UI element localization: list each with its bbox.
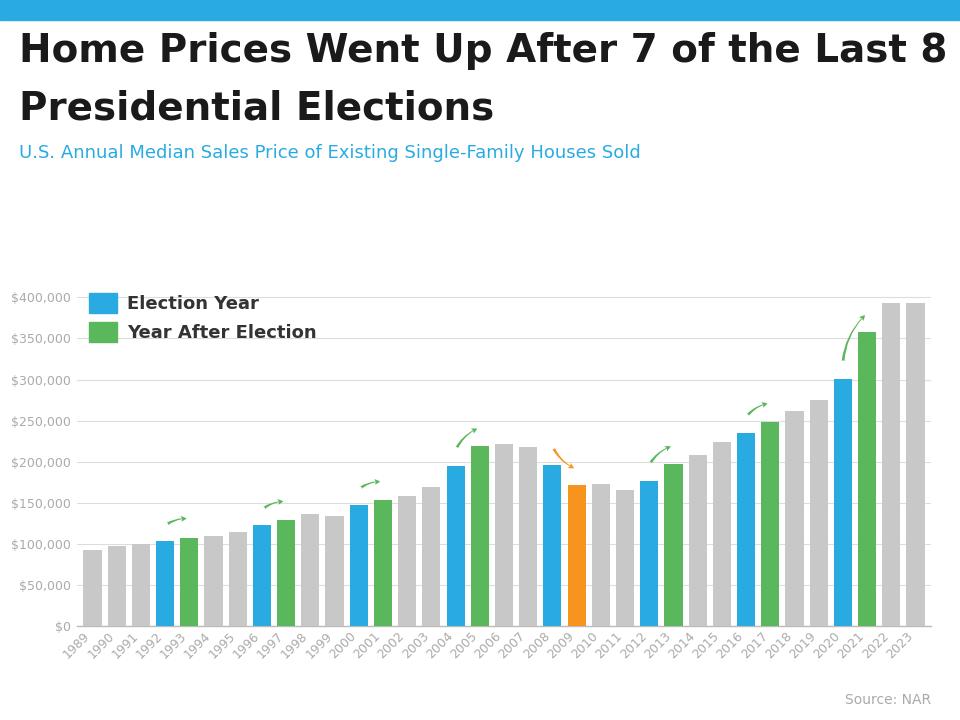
Bar bbox=[277, 520, 296, 626]
Bar bbox=[882, 303, 900, 626]
Bar bbox=[301, 514, 320, 626]
Bar bbox=[180, 538, 199, 626]
Bar bbox=[398, 496, 417, 626]
Bar bbox=[446, 466, 465, 626]
Bar bbox=[132, 544, 150, 626]
Text: Presidential Elections: Presidential Elections bbox=[19, 90, 494, 128]
Bar bbox=[688, 454, 707, 626]
Bar bbox=[834, 379, 852, 626]
Bar bbox=[519, 447, 538, 626]
Bar bbox=[228, 532, 247, 626]
Text: U.S. Annual Median Sales Price of Existing Single-Family Houses Sold: U.S. Annual Median Sales Price of Existi… bbox=[19, 144, 641, 162]
Bar bbox=[712, 442, 731, 626]
Bar bbox=[84, 550, 102, 626]
Bar bbox=[495, 444, 513, 626]
Text: Source: NAR: Source: NAR bbox=[845, 693, 931, 707]
Bar bbox=[616, 490, 635, 626]
Bar bbox=[809, 400, 828, 626]
Bar bbox=[204, 536, 223, 626]
Bar bbox=[591, 484, 610, 626]
Bar bbox=[373, 500, 392, 626]
Bar bbox=[640, 480, 659, 626]
Bar bbox=[349, 505, 368, 626]
Bar bbox=[906, 303, 924, 626]
Bar bbox=[543, 464, 562, 626]
Bar bbox=[567, 485, 586, 626]
Bar bbox=[156, 541, 174, 626]
Bar bbox=[785, 411, 804, 626]
Bar bbox=[252, 526, 271, 626]
Legend: Election Year, Year After Election: Election Year, Year After Election bbox=[83, 287, 324, 349]
Bar bbox=[761, 422, 780, 626]
Bar bbox=[737, 433, 756, 626]
Bar bbox=[470, 446, 489, 626]
Bar bbox=[664, 464, 683, 626]
Bar bbox=[325, 516, 344, 626]
Bar bbox=[858, 332, 876, 626]
Bar bbox=[108, 546, 126, 626]
Text: Home Prices Went Up After 7 of the Last 8: Home Prices Went Up After 7 of the Last … bbox=[19, 32, 948, 71]
Bar bbox=[422, 487, 441, 626]
